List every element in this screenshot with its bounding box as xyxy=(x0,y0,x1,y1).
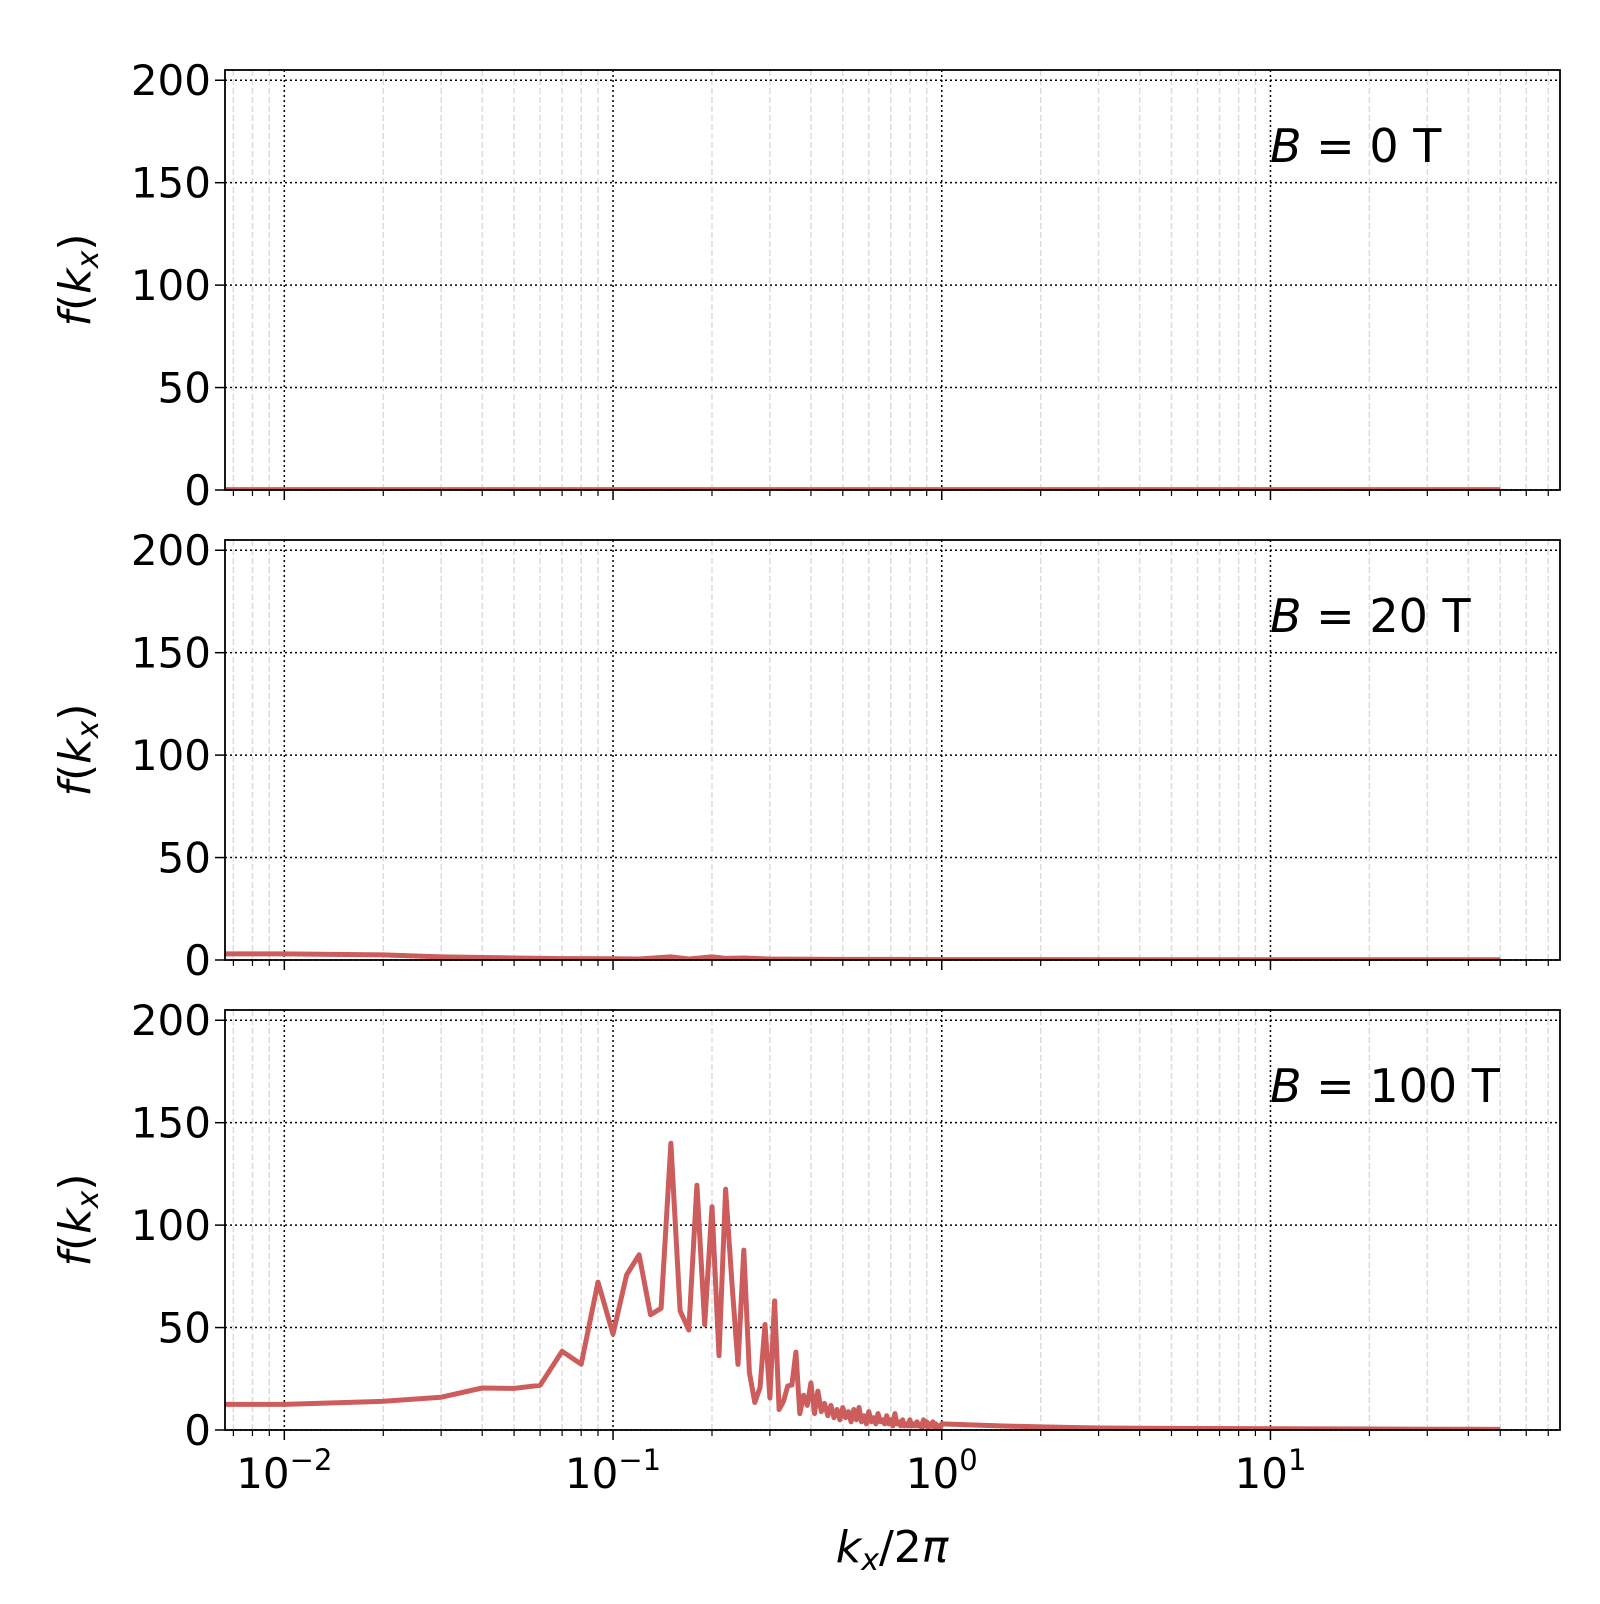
panel-3: 10−2 10−1 100 101 0 50 100 150 200 B = 100 T xyxy=(131,996,1561,1498)
y-tick-label: 200 xyxy=(131,526,211,575)
y-tick-label: 150 xyxy=(131,1099,211,1148)
y-axis-label: f(kx) xyxy=(50,233,106,326)
panel-2: 0 50 100 150 200 B = 20 T xyxy=(131,526,1561,985)
y-tick-label: 150 xyxy=(131,159,211,208)
x-tick-label: 10−1 xyxy=(565,1443,661,1498)
y-tick-label: 50 xyxy=(158,1304,211,1353)
panels: 0 50 100 150 200 B = 0 T 0 50 100 150 200 B = 20 T 1… xyxy=(131,56,1561,1498)
x-axis-label: kx/2π xyxy=(836,1522,950,1578)
data-line xyxy=(225,1140,1501,1430)
y-tick-label: 100 xyxy=(131,261,211,310)
y-axis-label: f(kx) xyxy=(50,703,106,796)
y-tick-label: 0 xyxy=(184,466,211,515)
y-tick-label: 0 xyxy=(184,936,211,985)
x-tick-label: 101 xyxy=(1235,1443,1307,1498)
y-tick-label: 0 xyxy=(184,1406,211,1455)
panel-annotation: B = 0 T xyxy=(1270,119,1442,173)
axes-frame xyxy=(224,539,1561,961)
y-axis-label: f(kx) xyxy=(50,1173,106,1266)
y-tick-label: 200 xyxy=(131,996,211,1045)
y-tick-label: 150 xyxy=(131,629,211,678)
panel-1: 0 50 100 150 200 B = 0 T xyxy=(131,56,1561,515)
y-tick-label: 100 xyxy=(131,1201,211,1250)
y-tick-label: 200 xyxy=(131,56,211,105)
y-tick-label: 50 xyxy=(158,834,211,883)
x-tick-label: 10−2 xyxy=(236,1443,332,1498)
panel-annotation: B = 100 T xyxy=(1270,1059,1501,1113)
x-tick-label: 100 xyxy=(906,1443,978,1498)
panel-annotation: B = 20 T xyxy=(1270,589,1472,643)
y-tick-label: 100 xyxy=(131,731,211,780)
axes-frame xyxy=(224,69,1561,491)
y-tick-label: 50 xyxy=(158,364,211,413)
axes-frame xyxy=(224,1009,1561,1431)
